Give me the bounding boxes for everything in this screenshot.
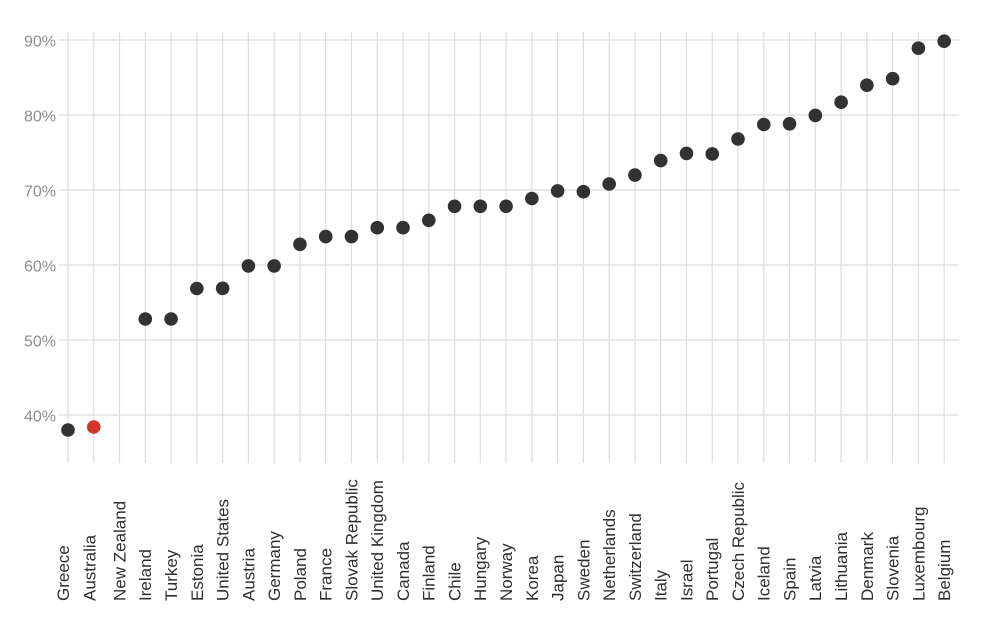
svg-text:Slovenia: Slovenia	[884, 535, 903, 601]
svg-text:Belgium: Belgium	[935, 540, 954, 601]
svg-text:United States: United States	[214, 499, 233, 601]
svg-text:Norway: Norway	[497, 543, 516, 601]
svg-text:Ireland: Ireland	[136, 549, 155, 601]
svg-text:Turkey: Turkey	[162, 549, 181, 601]
svg-text:Latvia: Latvia	[806, 555, 825, 601]
svg-text:Spain: Spain	[780, 558, 799, 601]
svg-text:Canada: Canada	[394, 541, 413, 601]
svg-text:France: France	[317, 548, 336, 601]
svg-text:Hungary: Hungary	[471, 536, 490, 601]
svg-text:Iceland: Iceland	[755, 546, 774, 601]
svg-text:70%: 70%	[24, 184, 56, 201]
svg-text:90%: 90%	[24, 34, 56, 51]
svg-text:United Kingdom: United Kingdom	[368, 480, 387, 601]
svg-text:Israel: Israel	[677, 559, 696, 601]
svg-text:40%: 40%	[24, 409, 56, 426]
svg-text:Denmark: Denmark	[858, 532, 877, 601]
svg-text:Austria: Austria	[239, 548, 258, 601]
svg-text:Chile: Chile	[445, 562, 464, 601]
svg-text:Germany: Germany	[265, 531, 284, 601]
svg-text:Slovak Republic: Slovak Republic	[342, 479, 361, 601]
svg-text:Italy: Italy	[652, 569, 671, 601]
svg-text:Finland: Finland	[420, 545, 439, 601]
svg-text:Greece: Greece	[54, 545, 73, 601]
svg-text:Estonia: Estonia	[188, 544, 207, 601]
svg-text:Czech Republic: Czech Republic	[729, 481, 748, 601]
svg-text:Korea: Korea	[523, 555, 542, 601]
svg-text:New Zealand: New Zealand	[110, 501, 129, 601]
svg-text:80%: 80%	[24, 109, 56, 126]
svg-text:Australia: Australia	[80, 534, 99, 601]
svg-text:60%: 60%	[24, 259, 56, 276]
svg-text:Luxembourg: Luxembourg	[909, 506, 928, 601]
svg-text:Netherlands: Netherlands	[600, 509, 619, 601]
svg-text:Lithuania: Lithuania	[832, 531, 851, 601]
svg-text:50%: 50%	[24, 334, 56, 351]
svg-text:Portugal: Portugal	[703, 538, 722, 601]
svg-text:Poland: Poland	[291, 548, 310, 601]
svg-text:Japan: Japan	[549, 555, 568, 601]
svg-text:Sweden: Sweden	[574, 540, 593, 601]
svg-text:Switzerland: Switzerland	[626, 513, 645, 601]
